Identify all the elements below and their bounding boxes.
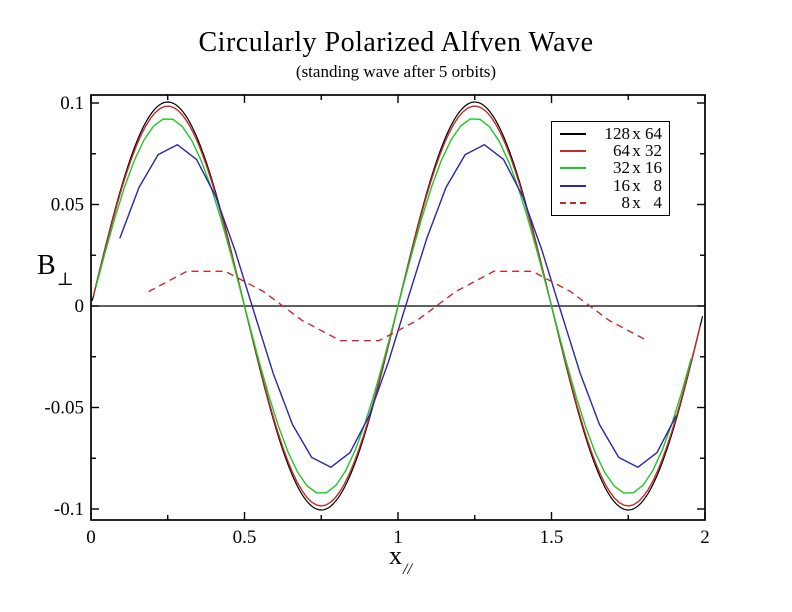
- legend-label: 128 x 64: [586, 123, 663, 144]
- legend-label-part: 16: [645, 158, 662, 178]
- y-tick-label: 0.05: [51, 195, 84, 216]
- x-tick-label: 1.5: [540, 527, 564, 548]
- legend-label-part: x: [632, 175, 641, 195]
- x-axis-label-subscript: //: [403, 561, 412, 579]
- y-axis-label-subscript: ⊥: [56, 268, 74, 289]
- legend-box: 128 x 64 64 x 32 32 x 16 16 x 8 8 x 4: [551, 121, 670, 216]
- chart-title: Circularly Polarized Alfven Wave: [198, 27, 594, 58]
- legend-label-part: 32: [613, 158, 630, 178]
- legend-label: 32 x 16: [586, 158, 662, 178]
- legend-line-sample: [560, 132, 586, 135]
- legend-label-part: 8: [653, 175, 663, 195]
- legend-label: 16 x 8: [586, 176, 662, 196]
- y-tick-label: -0.05: [44, 398, 84, 419]
- legend-label-part: 64: [645, 123, 662, 143]
- legend-item-128x64: 128 x 64: [560, 123, 663, 144]
- legend-item-32x16: 32 x 16: [560, 158, 662, 178]
- chart-subtitle: (standing wave after 5 orbits): [295, 62, 497, 81]
- legend-label: 64 x 32: [586, 141, 662, 161]
- y-axis-label-base: B: [37, 250, 56, 281]
- x-tick-label: 0: [86, 527, 96, 548]
- legend-line-sample: [560, 150, 586, 153]
- legend-item-16x8: 16 x 8: [560, 176, 662, 196]
- legend-label-part: 32: [645, 141, 662, 161]
- legend-label-part: x: [632, 158, 641, 178]
- x-tick-label: 1: [393, 527, 403, 548]
- legend-label-part: x: [632, 123, 641, 143]
- legend-label-part: 128: [604, 123, 631, 143]
- axes-frame: [90, 94, 706, 521]
- legend-item-64x32: 64 x 32: [560, 141, 662, 161]
- x-tick-label: 0.5: [233, 527, 257, 548]
- legend-label-part: 16: [613, 175, 630, 195]
- y-tick-label: 0.1: [60, 93, 84, 114]
- legend-label-part: x: [632, 141, 641, 161]
- x-tick-label: 2: [700, 527, 710, 548]
- legend-label-part: x: [632, 193, 641, 213]
- legend-line-sample: [560, 202, 586, 205]
- x-axis-label: x//: [300, 541, 500, 579]
- y-axis-label: B⊥: [37, 250, 74, 289]
- y-tick-label: 0: [75, 296, 85, 317]
- x-axis-label-base: x: [389, 541, 403, 570]
- legend-label-part: 64: [613, 141, 630, 161]
- legend-label-part: 8: [621, 193, 631, 213]
- y-tick-label: -0.1: [54, 499, 84, 520]
- series-line-32x16: [95, 118, 692, 494]
- legend-line-sample: [560, 184, 586, 187]
- series-line-8x4: [148, 270, 648, 342]
- legend-line-sample: [560, 167, 586, 170]
- legend-label-part: 4: [653, 193, 663, 213]
